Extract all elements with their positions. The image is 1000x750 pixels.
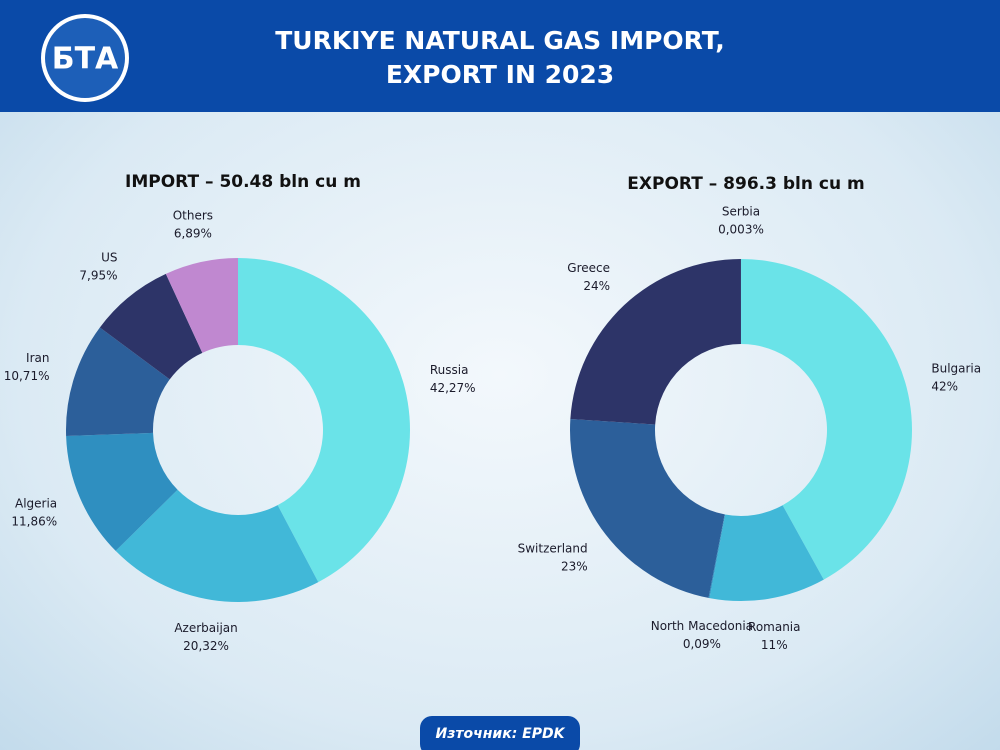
slice-value: 11,86% bbox=[11, 515, 57, 529]
slice-name: Switzerland bbox=[518, 541, 588, 555]
slice-name: Serbia bbox=[722, 205, 760, 219]
slice bbox=[238, 258, 410, 583]
slice bbox=[66, 432, 178, 551]
header-band bbox=[0, 0, 1000, 112]
slice bbox=[570, 259, 741, 425]
slice-name: Azerbaijan bbox=[174, 621, 237, 635]
logo-text: БТА bbox=[52, 42, 119, 77]
slice bbox=[709, 505, 824, 601]
slice-name: Others bbox=[173, 208, 213, 222]
slice-name: North Macedonia bbox=[651, 619, 753, 633]
slice-name: Iran bbox=[26, 351, 49, 365]
slice-value: 42,27% bbox=[430, 381, 476, 395]
slice-name: Romania bbox=[748, 620, 800, 634]
slice-value: 0,09% bbox=[683, 637, 721, 651]
slice-name: Bulgaria bbox=[931, 361, 981, 375]
slice-value: 7,95% bbox=[79, 269, 117, 283]
slice bbox=[708, 514, 726, 599]
slice-name: Algeria bbox=[15, 497, 57, 511]
slice bbox=[741, 259, 912, 580]
source: Източник: EPDK bbox=[436, 726, 566, 742]
slice-name: US bbox=[101, 251, 117, 265]
title-line: TURKIYE NATURAL GAS IMPORT, bbox=[275, 26, 725, 55]
slice-value: 11% bbox=[761, 638, 788, 652]
slice-value: 20,32% bbox=[183, 639, 229, 653]
slice bbox=[165, 258, 238, 353]
slice-value: 24% bbox=[583, 279, 610, 293]
chart-title: IMPORT – 50.48 bln cu m bbox=[125, 172, 361, 192]
logo-inner bbox=[45, 18, 125, 98]
slice-value: 0,003% bbox=[718, 223, 764, 237]
slice-value: 42% bbox=[931, 379, 958, 393]
slice bbox=[570, 419, 725, 598]
title-line: EXPORT IN 2023 bbox=[386, 60, 614, 89]
slice-name: Greece bbox=[567, 261, 610, 275]
chart-title: EXPORT – 896.3 bln cu m bbox=[627, 174, 864, 194]
slice-name: Russia bbox=[430, 363, 469, 377]
slice bbox=[66, 327, 170, 436]
slice-value: 10,71% bbox=[4, 369, 50, 383]
slice bbox=[115, 489, 319, 602]
source-tab bbox=[420, 716, 580, 750]
slice-value: 23% bbox=[561, 559, 588, 573]
slice-value: 6,89% bbox=[174, 226, 212, 240]
slice bbox=[99, 273, 203, 380]
